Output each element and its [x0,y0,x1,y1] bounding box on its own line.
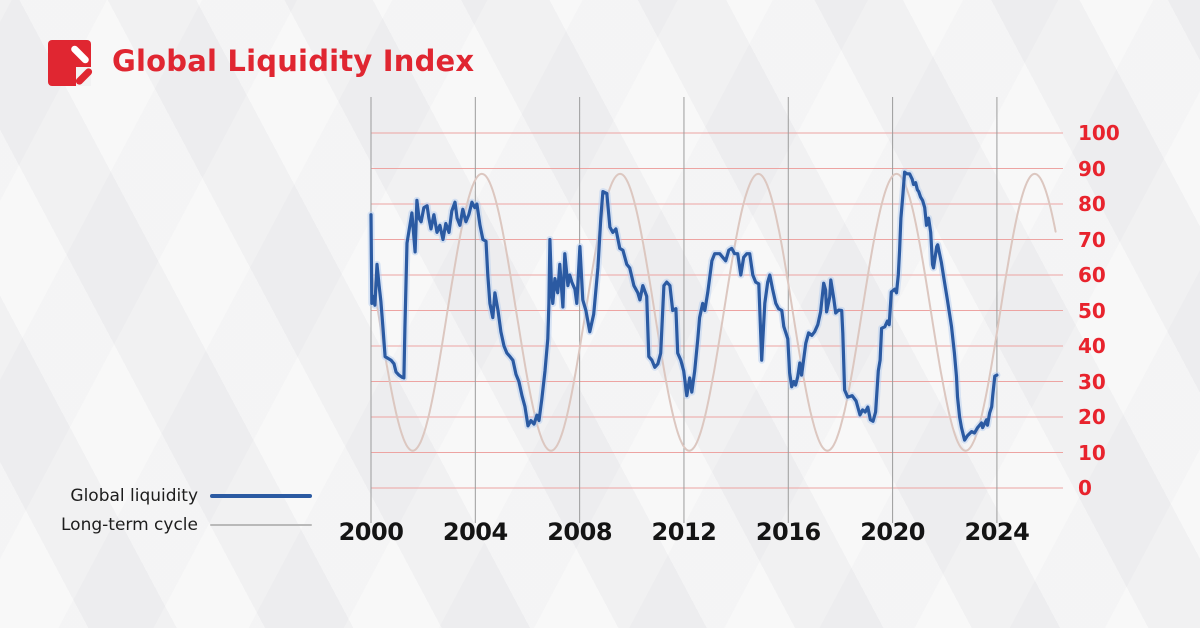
legend-label: Long-term cycle [61,515,198,535]
x-tick-label-2016: 2016 [755,518,821,546]
y-tick-label-80: 80 [1078,192,1106,216]
global-liquidity-line [369,170,999,442]
legend-item-global-liquidity: Global liquidity [50,486,312,506]
y-tick-label-50: 50 [1078,298,1106,323]
chart-legend: Global liquidity Long-term cycle [50,486,312,544]
y-tick-label-60: 60 [1078,263,1106,287]
header: Global Liquidity Index [48,40,474,96]
y-tick-label-90: 90 [1078,156,1106,181]
x-tick-label-2024: 2024 [964,518,1030,546]
y-tick-label-10: 10 [1078,440,1106,465]
legend-line-swatch [210,524,312,526]
y-tick-label-0: 0 [1078,476,1092,500]
x-tick-label-2020: 2020 [860,518,925,546]
x-tick-label-2012: 2012 [651,518,717,546]
x-tick-label-2008: 2008 [547,518,613,546]
y-tick-label-40: 40 [1078,334,1106,358]
long-term-cycle-line [370,172,1057,452]
y-tick-label-30: 30 [1078,369,1106,394]
brand-logo-icon [48,40,100,94]
legend-label: Global liquidity [70,486,198,506]
x-tick-label-2000: 2000 [338,518,404,546]
legend-item-long-term-cycle: Long-term cycle [50,515,312,535]
x-tick-label-2004: 2004 [442,518,508,546]
y-tick-label-70: 70 [1078,227,1106,252]
y-tick-label-100: 100 [1078,121,1120,145]
y-tick-label-20: 20 [1078,405,1106,429]
page-title: Global Liquidity Index [112,44,475,78]
legend-line-swatch [210,494,312,498]
